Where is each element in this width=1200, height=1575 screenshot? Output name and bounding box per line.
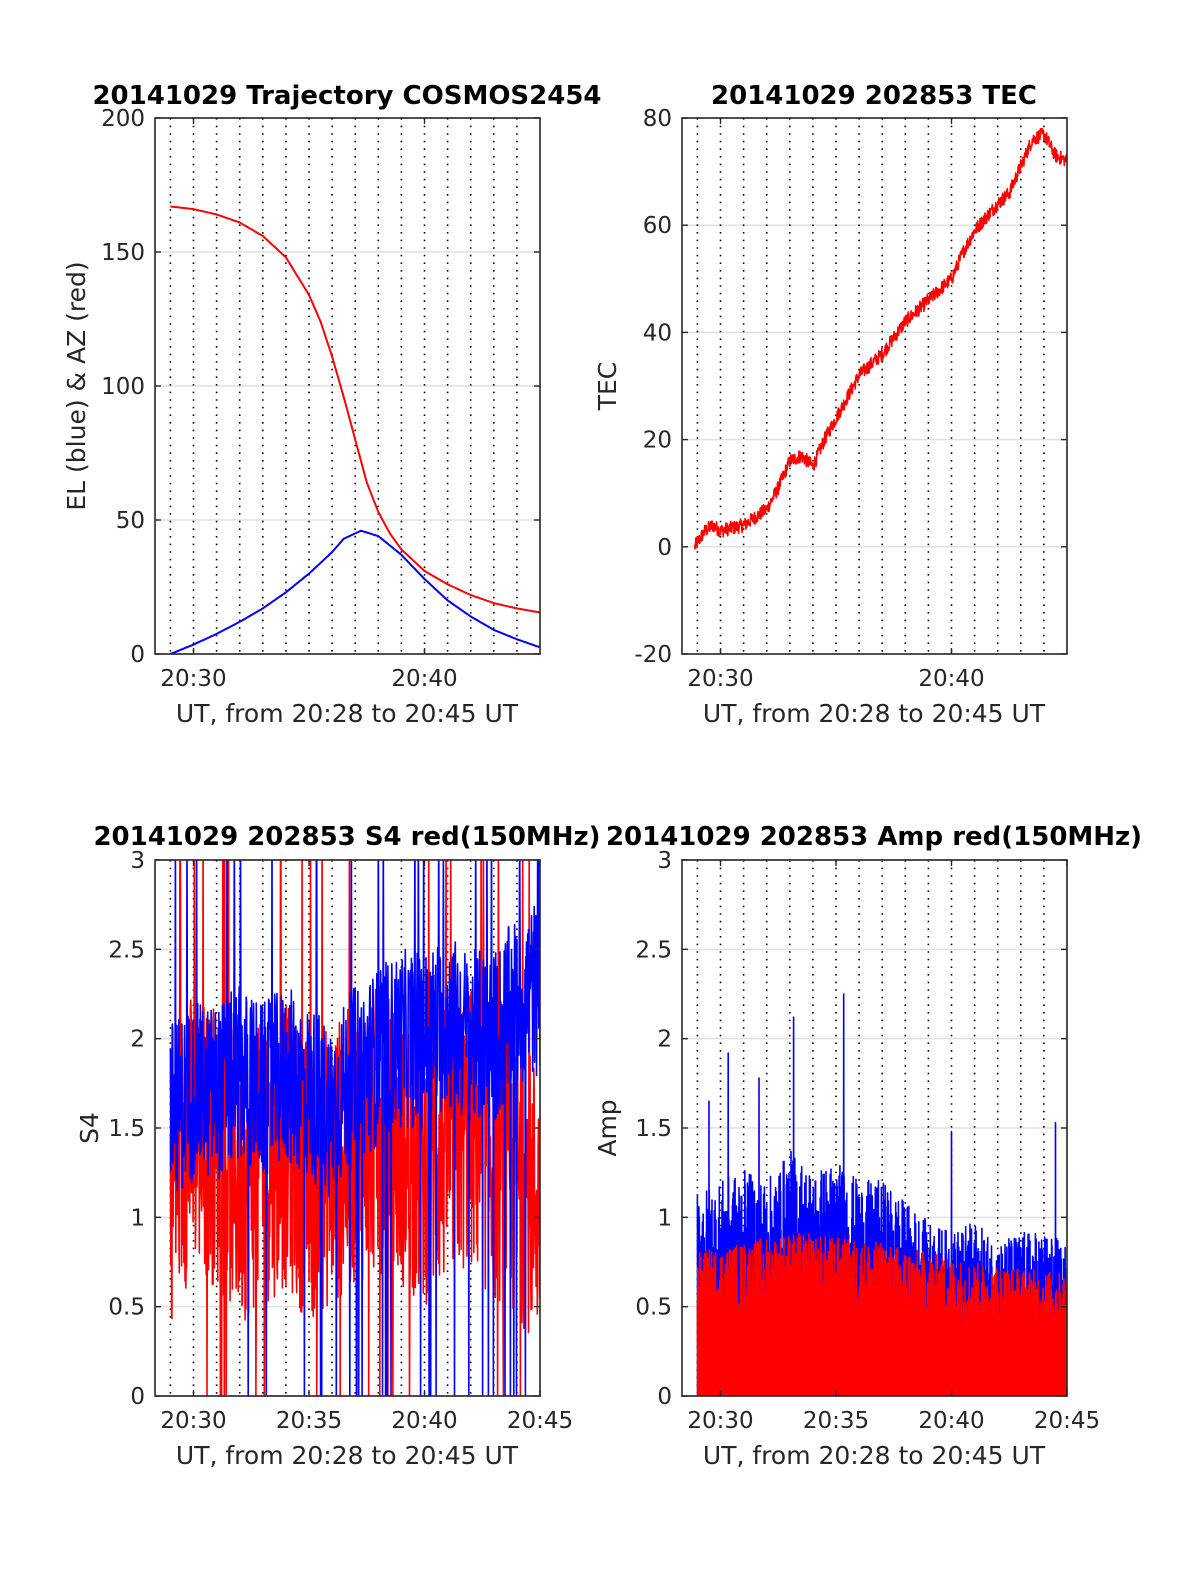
y-tick-label: 1.5 [635,1116,672,1142]
y-tick-label: 3 [657,848,672,874]
x-axis-label: UT, from 20:28 to 20:45 UT [703,1441,1046,1470]
s4-chart: 20141029 202853 S4 red(150MHz) UT, from … [75,822,601,1470]
x-axis-label: UT, from 20:28 to 20:45 UT [176,699,519,728]
chart-title: 20141029 202853 TEC [711,81,1037,111]
plot-area [170,205,540,654]
x-tick-label: 20:45 [1034,1408,1100,1434]
plot-area [696,993,1067,1396]
y-tick-label: 2.5 [635,937,672,963]
y-axis-label: S4 [75,1112,104,1144]
chart-title: 20141029 202853 Amp red(150MHz) [606,822,1142,852]
x-tick-label: 20:45 [507,1408,573,1434]
y-tick-label: 50 [116,508,145,534]
series-line [170,529,540,654]
x-tick-label: 20:40 [391,1408,457,1434]
y-axis-label: Amp [593,1099,622,1156]
x-tick-label: 20:30 [687,1408,753,1434]
y-tick-label: 20 [643,428,672,454]
y-tick-label: 200 [101,106,145,132]
axes-frame [681,117,1068,655]
y-tick-label: 2 [130,1027,145,1053]
x-tick-label: 20:30 [687,666,753,692]
y-tick-label: 1.5 [108,1116,145,1142]
plot-area [693,127,1067,550]
y-tick-label: 0.5 [108,1295,145,1321]
series-line [696,993,1067,1396]
tec-chart: 20141029 202853 TEC UT, from 20:28 to 20… [593,81,1068,728]
y-tick-label: 1 [657,1205,672,1231]
y-tick-label: 0.5 [635,1295,672,1321]
y-tick-label: 40 [643,320,672,346]
y-tick-label: 0 [657,535,672,561]
y-tick-label: 60 [643,213,672,239]
x-tick-label: 20:40 [391,666,457,692]
y-tick-label: 100 [101,374,145,400]
x-tick-label: 20:35 [803,1408,869,1434]
y-tick-label: 150 [101,240,145,266]
y-axis-label: TEC [593,362,622,412]
x-tick-label: 20:40 [918,1408,984,1434]
chart-title: 20141029 202853 S4 red(150MHz) [93,822,600,852]
x-tick-label: 20:30 [160,666,226,692]
x-axis-label: UT, from 20:28 to 20:45 UT [176,1441,519,1470]
amp-chart: 20141029 202853 Amp red(150MHz) UT, from… [593,822,1142,1470]
y-tick-label: 1 [130,1205,145,1231]
chart-title: 20141029 Trajectory COSMOS2454 [92,81,601,111]
series-line [170,205,540,614]
x-tick-label: 20:35 [276,1408,342,1434]
series-line [693,127,1067,550]
y-tick-label: 2 [657,1027,672,1053]
y-tick-label: 0 [657,1384,672,1410]
x-tick-label: 20:40 [918,666,984,692]
trajectory-chart: 20141029 Trajectory COSMOS2454 UT, from … [62,81,602,728]
y-tick-label: 2.5 [108,937,145,963]
series-line [696,1232,1067,1396]
y-tick-label: 80 [643,106,672,132]
y-tick-label: 0 [130,1384,145,1410]
x-tick-label: 20:30 [160,1408,226,1434]
y-tick-label: 3 [130,848,145,874]
x-axis-label: UT, from 20:28 to 20:45 UT [703,699,1046,728]
y-axis-label: EL (blue) & AZ (red) [62,261,91,510]
y-tick-label: 0 [130,642,145,668]
y-tick-label: -20 [634,642,672,668]
plot-area [169,860,540,1396]
series-line [169,860,540,1396]
